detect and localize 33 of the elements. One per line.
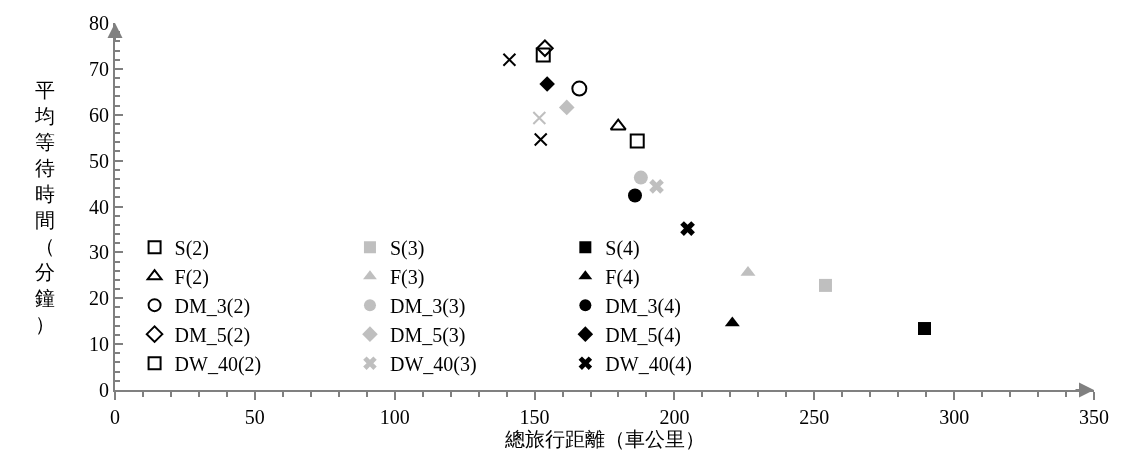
legend-label: DM_5(4) [605, 323, 681, 347]
y-tick-label: 80 [89, 12, 109, 34]
y-tick-label: 70 [89, 57, 109, 80]
legend-label: S(2) [174, 236, 210, 260]
legend-label: DM_3(4) [605, 294, 681, 318]
legend-label: DW_40(2) [174, 352, 262, 376]
legend-label: DM_3(3) [389, 294, 466, 318]
x-axis-title: 總旅行距離（車公里） [503, 428, 705, 450]
legend-label: S(4) [605, 236, 640, 260]
legend-label: DW_40(3) [389, 352, 477, 376]
legend-label: DW_40(4) [605, 352, 692, 376]
x-tick-label: 300 [939, 406, 970, 428]
y-tick-label: 60 [89, 103, 109, 126]
y-tick-label: 20 [89, 287, 109, 310]
x-tick-label: 100 [379, 406, 410, 428]
legend-label: DM_3(2) [174, 294, 251, 318]
text: 平均等待時間（分鐘） [35, 79, 55, 335]
legend-label: S(3) [389, 236, 425, 260]
legend-label: DM_5(2) [174, 323, 251, 347]
x-tick-label: 250 [799, 406, 830, 428]
y-tick-label: 40 [89, 195, 109, 218]
x-tick-label: 150 [519, 406, 550, 428]
x-tick-label: 350 [1079, 406, 1109, 428]
x-tick-label: 200 [659, 406, 690, 428]
legend-label: DM_5(3) [389, 323, 466, 347]
legend-label: F(3) [389, 265, 425, 289]
y-tick-label: 10 [89, 333, 109, 356]
legend-label: F(4) [605, 265, 640, 289]
y-tick-label: 50 [89, 149, 109, 172]
x-tick-label: 50 [244, 406, 265, 428]
y-tick-label: 30 [89, 241, 109, 264]
y-tick-label: 0 [99, 379, 109, 401]
legend-label: F(2) [174, 265, 210, 289]
